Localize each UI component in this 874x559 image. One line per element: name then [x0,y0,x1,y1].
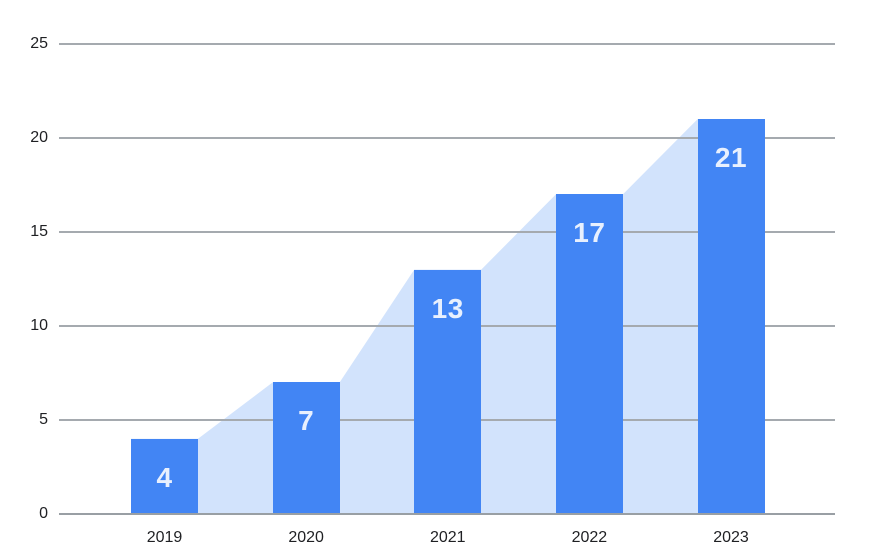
bar-2020: 7 [272,382,340,514]
x-axis-label-2021: 2021 [429,529,466,546]
x-axis-baseline [59,513,835,515]
y-axis-tick-label-15: 15 [30,223,48,240]
x-axis-label-2020: 2020 [288,529,324,546]
gridline-20 [59,137,835,139]
y-axis-tick-label-20: 20 [30,129,48,146]
y-axis-tick-label-5: 5 [39,411,48,428]
bar-value-label: 13 [431,292,464,324]
bar-value-label: 17 [573,217,606,249]
bar-2022: 17 [555,194,623,514]
bar-value-label: 21 [714,142,748,174]
x-axis-label-2019: 2019 [146,529,183,546]
gridline-15 [59,231,835,233]
x-axis-label-2022: 2022 [571,529,608,546]
x-axis-label-2023: 2023 [713,529,749,546]
bar-value-label: 4 [156,461,173,493]
bar-2023: 21 [697,119,765,514]
y-axis-tick-label-0: 0 [39,505,48,522]
bar-2019: 4 [131,438,198,514]
gridline-25 [59,43,835,45]
y-axis-tick-label-10: 10 [30,317,48,334]
bar-2021: 13 [414,269,482,514]
bar-value-label: 7 [298,405,315,437]
y-axis-tick-label-25: 25 [30,35,48,52]
